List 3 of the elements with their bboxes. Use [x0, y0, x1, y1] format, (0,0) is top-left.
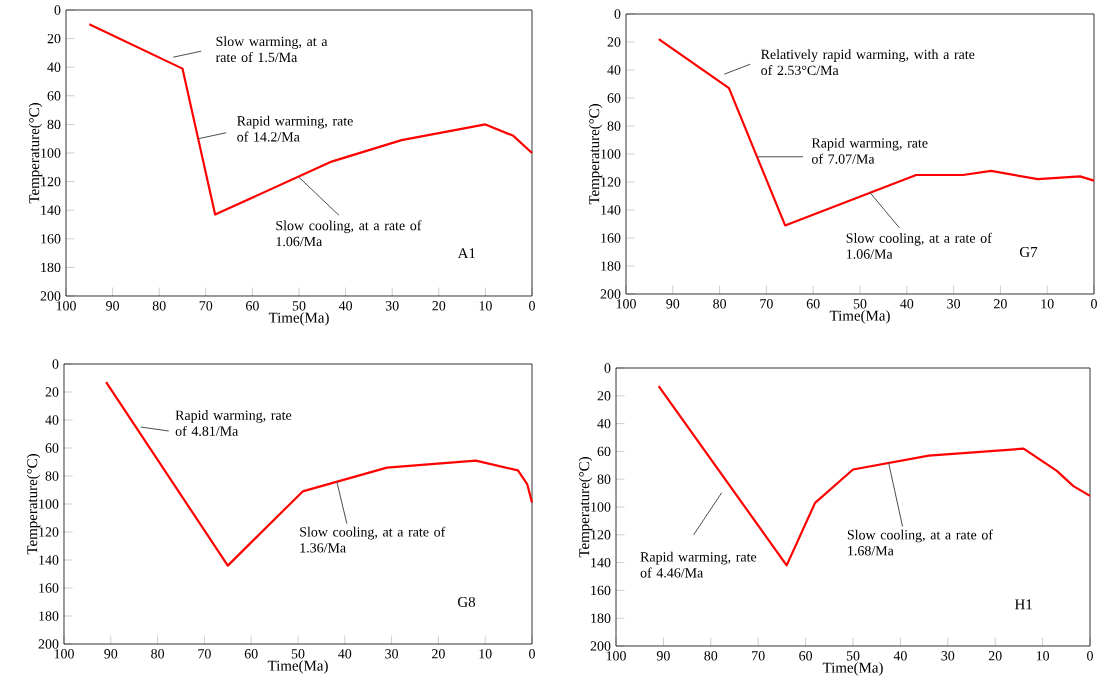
line-series [88, 23, 534, 216]
line-series [657, 38, 1096, 227]
line-series [105, 381, 534, 567]
